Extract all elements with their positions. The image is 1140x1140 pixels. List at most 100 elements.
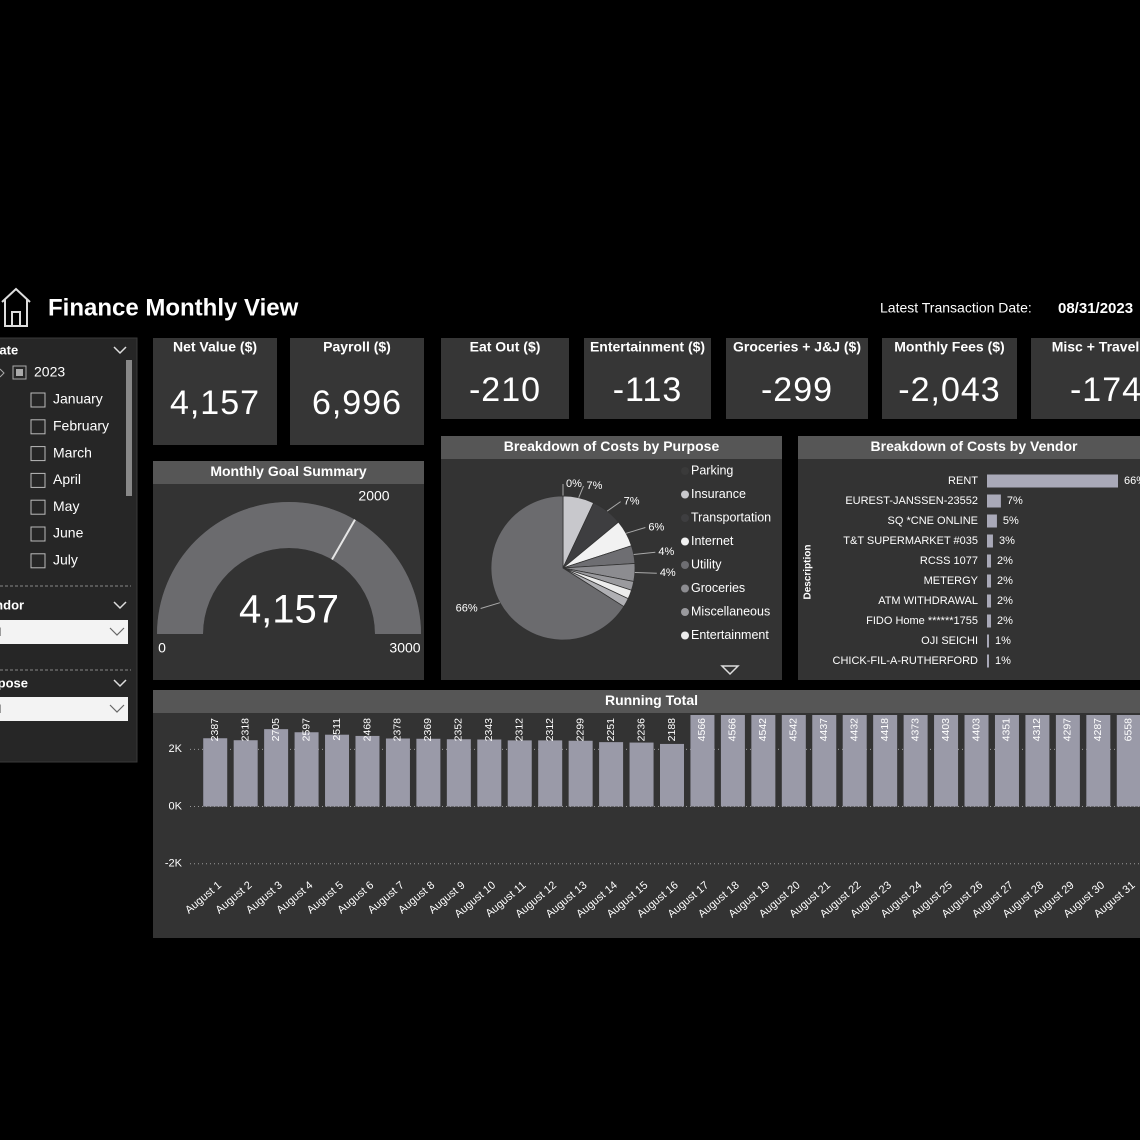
scrollbar[interactable]: [126, 360, 132, 496]
bar: [873, 715, 898, 807]
checkbox-partial: [16, 369, 23, 376]
bar: [781, 715, 806, 807]
year-item[interactable]: 2023: [34, 364, 65, 380]
legend-label: Miscellaneous: [691, 604, 770, 618]
value-label: 7%: [1007, 495, 1023, 507]
category-label: METERGY: [924, 575, 979, 587]
month-item[interactable]: April: [53, 471, 81, 487]
value-label: 1%: [995, 635, 1011, 647]
pie-slice: [490, 495, 625, 641]
month-item[interactable]: February: [53, 418, 109, 434]
bar: [987, 594, 991, 608]
month-item[interactable]: May: [53, 498, 79, 514]
dropdown[interactable]: [0, 697, 128, 721]
checkbox[interactable]: [30, 419, 46, 435]
checkbox[interactable]: [30, 472, 46, 488]
gauge-fill: [157, 502, 421, 634]
month-item[interactable]: July: [53, 552, 78, 568]
legend-dot: [681, 631, 689, 640]
slice-label: 7%: [624, 496, 640, 508]
value-label: 4432: [848, 718, 860, 742]
bar: [1116, 715, 1140, 807]
y-tick-label: -2K: [165, 858, 183, 870]
bar: [987, 574, 991, 588]
category-label: RCSS 1077: [920, 555, 978, 567]
checkbox[interactable]: [30, 446, 46, 462]
card-value: -174: [1070, 371, 1140, 409]
month-item[interactable]: June: [53, 525, 84, 541]
legend-label: Internet: [691, 534, 734, 548]
gauge-target: [331, 519, 356, 561]
leader-line: [578, 485, 584, 498]
month-item[interactable]: January: [53, 391, 103, 407]
chevron[interactable]: [113, 346, 127, 355]
target-label: 2000: [358, 487, 389, 503]
legend-dot: [681, 467, 689, 475]
leader-line: [633, 551, 656, 556]
card: [1031, 338, 1140, 419]
value-label: 2251: [605, 718, 617, 742]
bar: [385, 738, 410, 807]
bar: [964, 715, 989, 807]
gauge-value: 4,157: [239, 588, 339, 632]
category-label: FIDO Home ******1755: [866, 615, 978, 627]
bar: [507, 740, 532, 807]
value-label: 2188: [666, 718, 678, 742]
chevron[interactable]: [113, 679, 127, 688]
checkbox[interactable]: [12, 365, 27, 380]
card-title: Entertainment ($): [590, 339, 705, 355]
category-label: EUREST-JANSSEN-23552: [845, 495, 978, 507]
legend-dot: [681, 537, 689, 546]
value-label: 4403: [940, 718, 952, 742]
card-value: 4,157: [170, 384, 260, 422]
legend-label: Insurance: [691, 487, 746, 501]
bar: [416, 738, 441, 807]
checkbox[interactable]: [30, 526, 46, 542]
bar: [660, 743, 684, 807]
value-label: 4566: [727, 718, 739, 742]
slicer-title: Date: [0, 342, 18, 357]
bar: [538, 740, 563, 807]
legend-label: Entertainment: [691, 628, 769, 642]
value-label: 2%: [997, 615, 1013, 627]
home-icon[interactable]: [1, 287, 31, 327]
value-label: 4566: [696, 718, 708, 742]
card-value: 6,996: [312, 384, 402, 422]
legend-scroll[interactable]: [720, 665, 740, 676]
checkbox[interactable]: [30, 553, 46, 569]
card: [584, 338, 711, 419]
dropdown-arrow[interactable]: [109, 704, 125, 713]
value-label: 4312: [1031, 718, 1043, 742]
value-label: 2312: [514, 718, 526, 742]
chevron[interactable]: [113, 601, 127, 610]
panel-title-bar: [153, 461, 424, 484]
value-label: 4542: [757, 718, 769, 742]
dropdown[interactable]: [0, 620, 128, 644]
value-label: 2511: [331, 718, 343, 741]
legend-dot: [681, 490, 689, 499]
value-label: 2343: [483, 718, 495, 742]
legend-dot: [681, 584, 689, 593]
dropdown-arrow[interactable]: [109, 627, 125, 636]
panel-title: Breakdown of Costs by Vendor: [871, 438, 1078, 454]
value-label: 4542: [788, 718, 800, 742]
card-value: -210: [469, 371, 541, 409]
card-title: Eat Out ($): [470, 339, 541, 355]
checkbox[interactable]: [30, 392, 46, 408]
bar: [690, 715, 715, 807]
expander[interactable]: [0, 368, 5, 378]
checkbox[interactable]: [30, 499, 46, 515]
card-value: -113: [613, 371, 683, 409]
value-label: 2%: [997, 575, 1013, 587]
month-item[interactable]: March: [53, 444, 92, 460]
latest-date: 08/31/2023: [1058, 300, 1133, 317]
bar: [568, 740, 593, 807]
panel-title: Monthly Goal Summary: [210, 463, 367, 479]
axis-title: Description: [803, 544, 814, 599]
bar: [325, 734, 350, 807]
category-label: OJI SEICHI: [921, 635, 978, 647]
card-title: Groceries + J&J ($): [733, 339, 861, 355]
value-label: 2%: [997, 555, 1013, 567]
slice-label: 6%: [648, 521, 664, 533]
